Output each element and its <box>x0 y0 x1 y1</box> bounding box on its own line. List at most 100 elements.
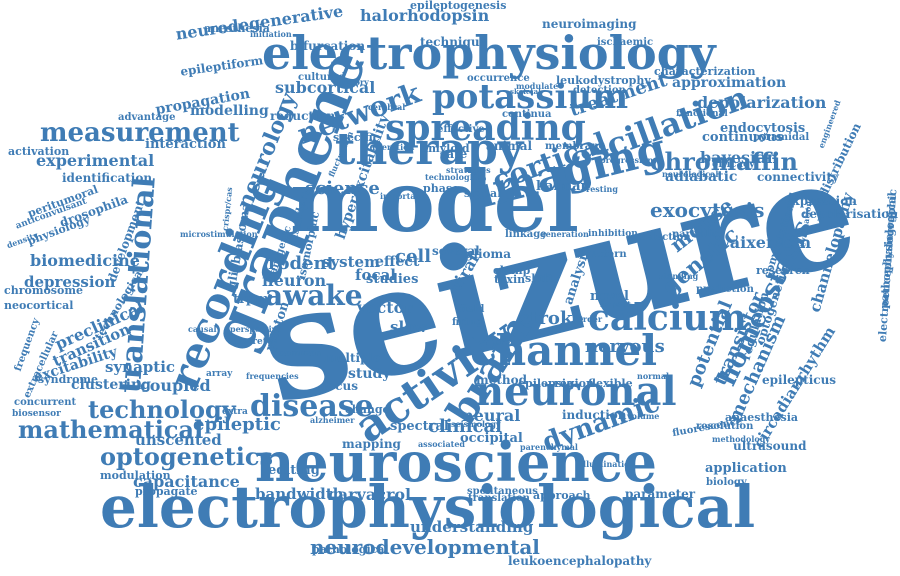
word: pathological <box>312 544 389 555</box>
word: efficacy <box>712 160 755 170</box>
word: approach <box>533 490 590 501</box>
word: glioma <box>465 248 511 260</box>
word: editing <box>268 464 320 477</box>
word: firing <box>452 318 483 328</box>
word: occipital <box>460 432 523 445</box>
word: associated <box>418 440 465 448</box>
word: research <box>756 265 810 276</box>
word: shift <box>525 273 553 284</box>
word: epileptogenesis <box>410 0 506 11</box>
word: studies <box>366 273 418 286</box>
word: initiation <box>250 30 292 38</box>
word: propagate <box>135 486 198 497</box>
word: spectral <box>390 420 449 433</box>
word: important <box>380 192 425 200</box>
word: impact <box>600 300 631 308</box>
word: synaptic <box>105 360 175 375</box>
word: advantage <box>118 113 176 123</box>
word: normal <box>637 372 669 380</box>
word: chromosome <box>4 285 83 296</box>
word: membrane <box>545 142 605 152</box>
word: kalman <box>536 180 590 193</box>
word: phase <box>423 183 459 194</box>
word: nervous <box>585 338 665 356</box>
word: field <box>460 305 484 315</box>
word: change <box>345 404 390 415</box>
word: standing <box>659 272 698 280</box>
word: signal <box>464 188 501 199</box>
word: multiple <box>324 352 381 364</box>
word: neurological <box>662 170 718 178</box>
word: system <box>322 255 380 270</box>
word: parameter <box>625 488 695 500</box>
word: causal <box>188 325 217 333</box>
word: interaction <box>145 138 226 151</box>
word: understanding <box>410 520 533 535</box>
word: cross <box>494 339 520 348</box>
word: alzheimer <box>310 416 354 424</box>
word: volume <box>627 412 659 420</box>
word: frequencies <box>246 372 299 380</box>
word: skeletal <box>510 88 541 95</box>
word: continua <box>502 110 551 120</box>
word: modelling <box>190 104 269 118</box>
word: pyramidal <box>753 133 809 143</box>
word: extra <box>222 408 248 417</box>
word: translation <box>468 494 530 504</box>
word: characterization <box>654 66 755 77</box>
word: progression <box>600 156 653 164</box>
word: border <box>572 315 602 323</box>
word: effective <box>437 125 485 135</box>
word: methodology <box>712 435 770 443</box>
word: technique <box>420 36 487 48</box>
word: ischaemic <box>597 38 653 48</box>
word: microstimulation <box>180 230 258 238</box>
word: array <box>206 370 232 379</box>
word: approximation <box>672 76 786 90</box>
word: perspective <box>230 325 281 333</box>
word: focus <box>322 380 358 392</box>
word: neocortical <box>4 300 73 311</box>
word: activation <box>8 146 69 157</box>
word: functional <box>676 110 728 119</box>
word: syndrome <box>38 374 98 385</box>
word: illumination <box>580 460 635 468</box>
word: epilepticus <box>762 374 836 386</box>
word: selection <box>640 233 691 243</box>
word: biosensor <box>12 410 61 419</box>
word: epileptiform <box>180 54 264 77</box>
word: neuroimaging <box>542 18 637 30</box>
word: generation <box>540 230 589 238</box>
word: mapping <box>342 438 401 450</box>
word: animal <box>486 140 532 152</box>
word: vector <box>357 300 413 316</box>
word: concurrent <box>14 398 76 408</box>
word: theory <box>340 78 369 86</box>
word: unscented <box>135 433 222 448</box>
word: inhibition <box>588 230 638 239</box>
word: detection <box>573 86 626 96</box>
word: parenchymal <box>520 443 578 451</box>
word: leukoencephalopathy <box>508 555 651 567</box>
word: common <box>278 350 321 359</box>
word: technologies <box>425 173 482 181</box>
word: seismology <box>451 420 501 428</box>
word: discrete <box>232 338 273 347</box>
word: induction <box>562 409 627 421</box>
word: reduction <box>270 110 335 122</box>
word: biology <box>706 478 747 488</box>
word: flexible <box>588 378 633 389</box>
word: density <box>6 231 39 250</box>
word: bifurcation <box>290 40 365 52</box>
word: trpm <box>233 293 269 306</box>
word: rate <box>440 148 467 160</box>
word: application <box>705 462 787 475</box>
word: resting <box>586 185 618 193</box>
word: modulation <box>100 470 171 481</box>
word: cerebral <box>368 103 405 111</box>
word: prediction <box>696 285 754 295</box>
word: toxin <box>494 274 525 285</box>
word: bandwidth <box>255 487 344 502</box>
word: identification <box>62 172 152 184</box>
